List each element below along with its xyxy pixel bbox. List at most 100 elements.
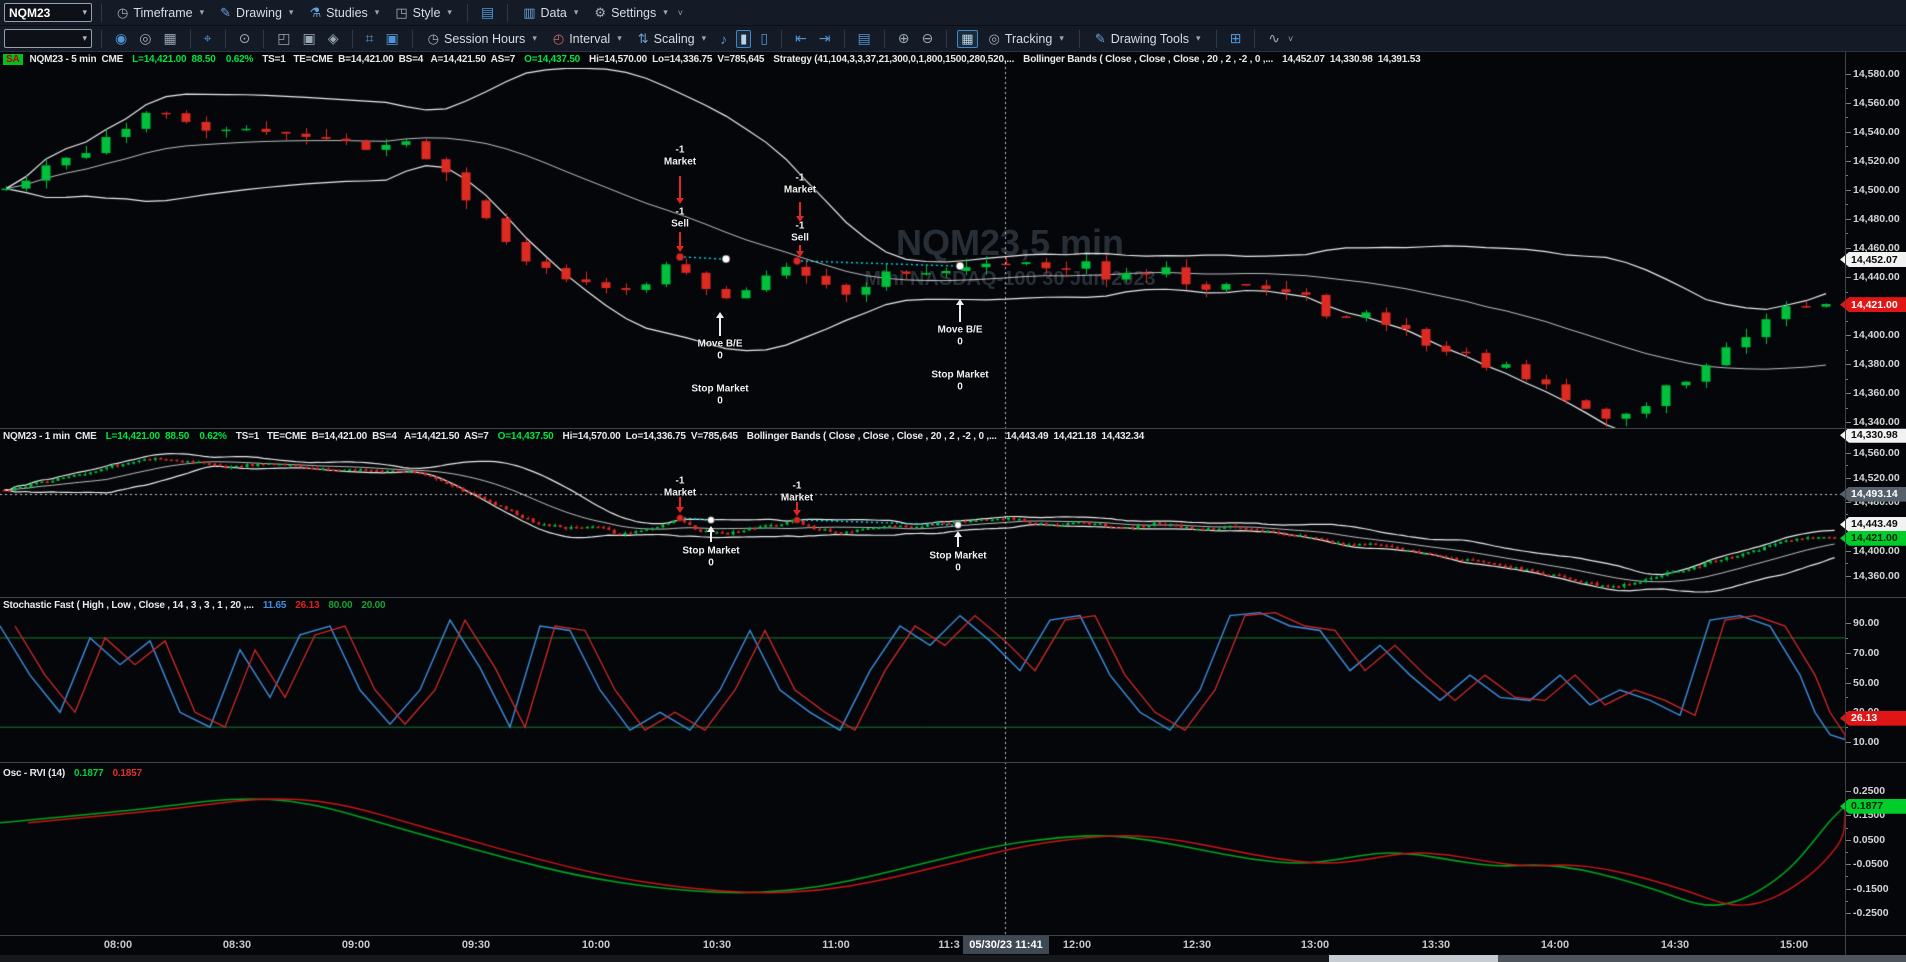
chart-link-icon[interactable]: ◈ (327, 30, 339, 46)
menu-tracking[interactable]: ◎ Tracking ▾ (983, 28, 1070, 50)
price-axis-tick (1845, 888, 1851, 890)
menu-drawing[interactable]: ✎ Drawing ▾ (214, 2, 299, 24)
chevron-down-icon: ▾ (663, 7, 668, 17)
tick-style-icon[interactable]: ♪ (720, 30, 728, 47)
chevron-down-icon: ▾ (617, 33, 622, 43)
zoom-in-icon[interactable]: ⊕ (897, 30, 910, 46)
status-segment: Bollinger Bands ( Close , Close , Close … (746, 431, 997, 442)
chart-search-icon[interactable]: ⌖ (203, 30, 212, 46)
price-axis-label: 14,560.00 (1853, 96, 1900, 109)
price-axis-tick (1845, 189, 1851, 191)
time-label: 10:00 (581, 939, 611, 951)
price-axis-minor-tick (1845, 88, 1848, 90)
toolbar-secondary: ▾ ◉ ◎ ▦ ⌖ ⊙ ◰ ▣ ◈ ⌗ ▣ ◷ Session Hours ▾ … (0, 26, 1906, 52)
price-axis-label: 70.00 (1853, 646, 1880, 659)
panel-separator-3 (0, 762, 1906, 763)
compress-bars-icon[interactable]: ⇤ (795, 30, 807, 46)
tracking-icon: ◎ (988, 30, 1000, 46)
status-segment: L=14,421.00 88.50 0.62% (105, 431, 227, 442)
grid-icon[interactable]: ▦ (957, 29, 978, 48)
toolbar-main: NQM23 ▾ ◷ Timeframe ▾ ✎ Drawing ▾ ⚗ Stud… (0, 0, 1906, 26)
menu-data[interactable]: ▥ Data ▾ (517, 2, 584, 24)
toolbar-divider (1254, 29, 1256, 48)
bullseye-icon[interactable]: ⊙ (238, 30, 251, 46)
status-segment: NQM23 - 5 min CME (29, 54, 124, 65)
price-axis-label: 14,520.00 (1853, 471, 1900, 484)
toolbar-divider (1078, 29, 1080, 48)
toolbar-divider (263, 29, 265, 48)
target-circle-icon[interactable]: ◉ (115, 30, 128, 46)
status-segment: 11.65 (262, 600, 287, 611)
price-axis-tick (1845, 364, 1851, 366)
wave-tool-icon[interactable]: ∿ (1268, 30, 1281, 46)
toolbar-overflow-icon[interactable]: ˅ (677, 7, 684, 18)
price-axis-tick (1845, 551, 1851, 553)
style-icon: ◳ (395, 4, 408, 20)
toolbar-divider (189, 29, 191, 48)
price-axis-label: 14,540.00 (1853, 125, 1900, 138)
panel-separator-2 (0, 597, 1906, 598)
price-axis-label: 14,440.00 (1853, 271, 1900, 284)
price-axis-tick (1845, 913, 1851, 915)
trade-marker-label: -1 (675, 206, 685, 218)
chart-scrollbar[interactable] (0, 955, 1906, 962)
menu-timeframe[interactable]: ◷ Timeframe ▾ (111, 2, 210, 24)
status-segment: Bollinger Bands ( Close , Close , Close … (1023, 54, 1274, 65)
crosshair-time-badge: 05/30/23 11:41 (963, 936, 1049, 954)
trade-marker-label: 0 (955, 562, 961, 574)
time-label: 14:30 (1660, 939, 1690, 951)
trade-marker-label: Market (663, 487, 697, 499)
price-axis-tick (1845, 218, 1851, 220)
price-axis-tick (1845, 682, 1851, 684)
time-label: 12:00 (1062, 939, 1092, 951)
price-axis-label: 14,460.00 (1853, 242, 1900, 254)
scaling-icon: ⇅ (637, 30, 649, 46)
expand-bars-icon[interactable]: ⇥ (818, 30, 831, 46)
menu-label: Scaling (653, 31, 695, 46)
chart-add-icon[interactable]: ⊞ (1229, 30, 1242, 46)
window-settings-icon[interactable]: ▣ (385, 30, 399, 46)
trade-marker-label: -1 (675, 144, 685, 156)
trade-marker-label: 0 (957, 381, 963, 393)
pages-icon[interactable]: ▤ (480, 4, 495, 20)
menu-style[interactable]: ◳ Style ▾ (389, 2, 458, 24)
price-badge: 14,443.49 (1840, 516, 1906, 532)
menu-drawing-tools[interactable]: ✎ Drawing Tools ▾ (1089, 28, 1207, 50)
price-axis-minor-tick (1845, 727, 1848, 729)
chevron-down-icon[interactable]: ˅ (1288, 33, 1294, 44)
menu-scaling[interactable]: ⇅ Scaling ▾ (632, 28, 712, 50)
target-circle-alt-icon[interactable]: ◎ (139, 30, 152, 46)
number-grid-icon[interactable]: ⌗ (365, 30, 374, 46)
price-axis-tick (1845, 502, 1851, 504)
time-label: 11:3 (938, 939, 960, 951)
table-icon[interactable]: ▦ (163, 30, 177, 46)
chevron-down-icon: ▾ (701, 33, 707, 43)
menu-session-hours[interactable]: ◷ Session Hours ▾ (422, 28, 543, 50)
trade-marker-label: -1 (675, 475, 685, 487)
status-segment: Osc - RVI (14) (3, 768, 66, 779)
zoom-out-icon[interactable]: ⊖ (921, 30, 934, 46)
menu-label: Session Hours (444, 31, 526, 46)
menu-settings[interactable]: ⚙ Settings ▾ (588, 2, 673, 24)
hollow-candle-style-icon[interactable]: ▯ (760, 30, 769, 46)
status-segment: TS=1 TE=CME B=14,421.00 BS=4 A=14,421.50… (235, 431, 489, 442)
chevron-down-icon: ▾ (82, 7, 87, 17)
symbol-selector-2[interactable]: ▾ (4, 29, 92, 48)
menu-studies[interactable]: ⚗ Studies ▾ (303, 2, 385, 24)
scrollbar-thumb[interactable] (1329, 955, 1498, 962)
toolbar-divider (1215, 29, 1217, 48)
symbol-selector[interactable]: NQM23 ▾ (4, 3, 92, 22)
price-axis-label: 14,560.00 (1853, 447, 1900, 460)
time-label: 08:30 (222, 939, 252, 951)
price-axis-label: 14,480.00 (1853, 212, 1900, 225)
toolbar-divider (101, 29, 102, 48)
chart-cursor-icon[interactable]: ◰ (277, 30, 291, 46)
candlestick-style-icon[interactable]: ▮ (736, 29, 752, 48)
chart-window-icon[interactable]: ▣ (302, 30, 316, 46)
price-axis-minor-tick (1845, 320, 1848, 322)
pages-icon[interactable]: ▤ (857, 30, 871, 46)
toolbar-divider (781, 29, 783, 48)
menu-interval[interactable]: ◴ Interval ▾ (547, 28, 628, 50)
status-segment: 80.00 (328, 600, 353, 611)
